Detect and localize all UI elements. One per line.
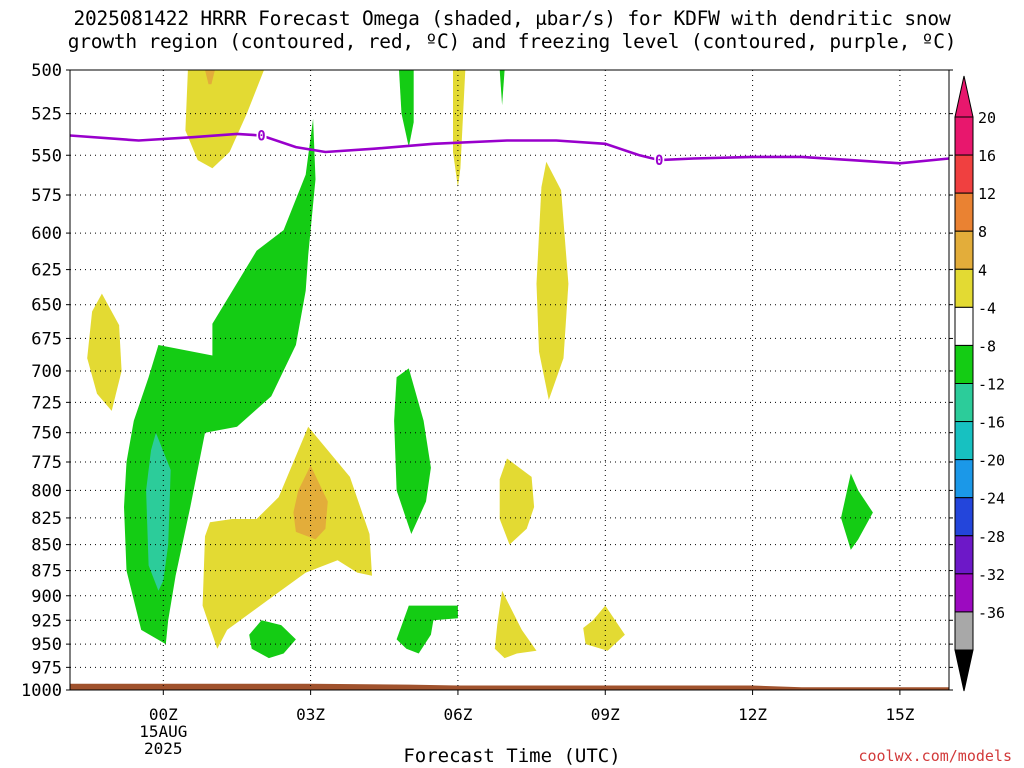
colorbar-swatch-8 — [954, 421, 974, 461]
y-tick-label-925: 925 — [31, 611, 62, 631]
y-tick-label-950: 950 — [31, 635, 62, 655]
colorbar-swatch-10 — [954, 497, 974, 537]
omega-region-15 — [249, 620, 296, 659]
omega-shading-layer — [87, 70, 873, 659]
plot-frame — [69, 69, 950, 691]
x-tick-sublabel-1: 2025 — [144, 739, 183, 758]
omega-region-0 — [87, 293, 122, 411]
y-tick-label-575: 575 — [31, 186, 62, 206]
y-tick-label-550: 550 — [31, 146, 62, 166]
omega-region-6 — [494, 590, 537, 659]
y-tick-label-525: 525 — [31, 105, 62, 125]
freezing-level-label-0: 0 — [257, 129, 265, 145]
y-tick-label-600: 600 — [31, 224, 62, 244]
omega-region-7 — [583, 605, 625, 651]
colorbar-swatch-5 — [954, 306, 974, 346]
x-tick-label-06Z: 06Z — [443, 705, 472, 724]
freezing-level-label-1: 0 — [655, 153, 663, 169]
colorbar-label-6: -8 — [978, 337, 996, 355]
omega-region-2 — [202, 426, 372, 649]
colorbar-swatch-6 — [954, 344, 974, 384]
y-tick-label-875: 875 — [31, 562, 62, 582]
omega-region-10 — [124, 118, 316, 645]
x-tick-label-09Z: 09Z — [591, 705, 620, 724]
colorbar-label-5: -4 — [978, 299, 996, 317]
y-tick-label-850: 850 — [31, 536, 62, 556]
y-tick-label-650: 650 — [31, 296, 62, 316]
colorbar-label-4: 4 — [978, 261, 987, 279]
freezing-level-line — [69, 132, 950, 165]
colorbar-swatch-1 — [954, 154, 974, 194]
omega-region-12 — [499, 70, 505, 106]
y-tick-label-900: 900 — [31, 587, 62, 607]
colorbar-swatch-4 — [954, 268, 974, 308]
y-tick-label-500: 500 — [31, 61, 62, 81]
colorbar-label-10: -24 — [978, 490, 1005, 508]
colorbar-label-3: 8 — [978, 223, 987, 241]
omega-region-1 — [185, 70, 264, 169]
colorbar-label-2: 12 — [978, 185, 996, 203]
y-tick-label-675: 675 — [31, 329, 62, 349]
y-tick-label-750: 750 — [31, 424, 62, 444]
colorbar-swatch-2 — [954, 192, 974, 232]
colorbar-label-0: 20 — [978, 109, 996, 127]
colorbar-arrow-top — [954, 75, 974, 118]
colorbar-label-12: -32 — [978, 566, 1005, 584]
omega-region-9 — [205, 70, 215, 85]
terrain-band — [70, 683, 949, 690]
x-tick-label-15Z: 15Z — [885, 705, 914, 724]
colorbar-swatch-13 — [954, 611, 974, 651]
colorbar-arrow-bottom — [954, 649, 974, 692]
y-tick-label-725: 725 — [31, 393, 62, 413]
chart-title-line-2: growth region (contoured, red, ºC) and f… — [67, 30, 957, 53]
colorbar-swatch-9 — [954, 459, 974, 499]
colorbar-label-8: -16 — [978, 414, 1005, 432]
colorbar-label-7: -12 — [978, 376, 1005, 394]
y-tick-label-700: 700 — [31, 362, 62, 382]
omega-region-3 — [453, 70, 466, 188]
colorbar-label-13: -36 — [978, 604, 1005, 622]
y-axis: 500 525 550 575 600 625 650 675 700 725 750 775 800 8… — [21, 61, 953, 701]
omega-region-4 — [536, 161, 569, 400]
colorbar-swatch-11 — [954, 535, 974, 575]
chart-title-line-1: 2025081422 HRRR Forecast Omega (shaded, … — [73, 7, 951, 30]
colorbar-swatch-3 — [954, 230, 974, 270]
freezing-level-layer: 00 — [69, 127, 950, 169]
freezing-label-bg-1 — [654, 152, 665, 168]
y-tick-label-625: 625 — [31, 261, 62, 281]
omega-region-13 — [394, 368, 431, 534]
omega-region-14 — [396, 605, 458, 654]
colorbar-swatch-7 — [954, 383, 974, 423]
x-tick-label-12Z: 12Z — [738, 705, 767, 724]
credit-text: coolwx.com/models — [858, 747, 1012, 765]
y-tick-label-775: 775 — [31, 453, 62, 473]
omega-region-17 — [146, 432, 171, 591]
omega-region-11 — [399, 70, 414, 148]
colorbar-label-11: -28 — [978, 528, 1005, 546]
colorbar-swatch-0 — [954, 116, 974, 156]
colorbar-swatch-12 — [954, 573, 974, 613]
x-axis-label: Forecast Time (UTC) — [403, 745, 621, 767]
omega-region-16 — [841, 473, 873, 550]
omega-region-5 — [499, 458, 535, 545]
colorbar-label-1: 16 — [978, 147, 996, 165]
y-tick-label-825: 825 — [31, 509, 62, 529]
colorbar: 20 16 12 8 4 -4 -8 -12 -16 -20 -24 -28 -32 -36 — [954, 75, 1005, 692]
x-tick-label-03Z: 03Z — [296, 705, 325, 724]
y-tick-label-1000: 1000 — [21, 681, 62, 701]
colorbar-label-9: -20 — [978, 452, 1005, 470]
grid-layer — [70, 70, 949, 690]
x-tick-sublabel-0: 15AUG — [139, 722, 187, 741]
terrain-layer — [70, 683, 949, 690]
y-tick-label-800: 800 — [31, 481, 62, 501]
y-tick-label-975: 975 — [31, 658, 62, 678]
freezing-label-bg-0 — [256, 127, 267, 143]
x-tick-label-00Z: 00Z — [149, 705, 178, 724]
omega-region-8 — [293, 465, 328, 540]
